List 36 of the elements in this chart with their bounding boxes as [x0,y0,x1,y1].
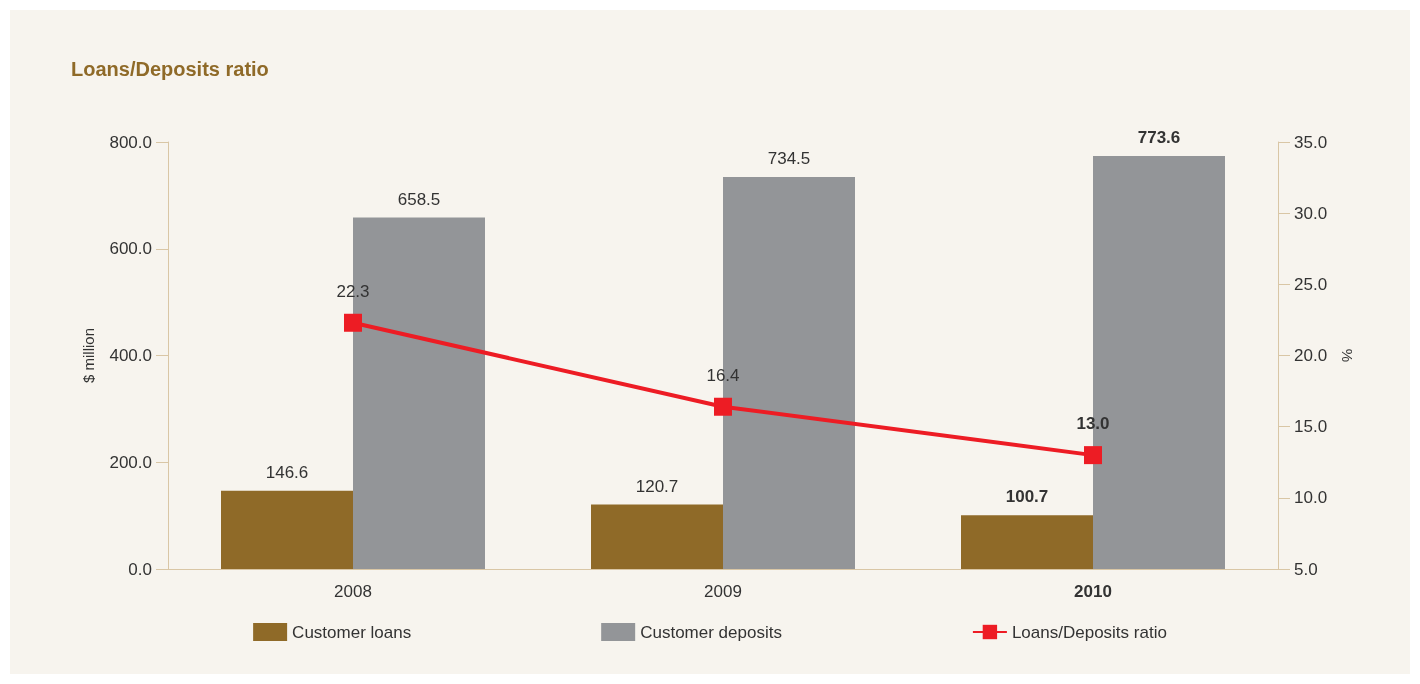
data-label: 100.7 [1005,487,1049,507]
y-tick-label: 600.0 [109,239,152,259]
y2-tick-label: 25.0 [1294,274,1328,294]
point [1084,446,1102,465]
legend-label: Customer loans [292,622,412,642]
y2-tick-label: 10.0 [1294,488,1328,508]
y2-axis-title: % [1339,348,1356,363]
data-label: 146.6 [265,462,309,482]
data-label: 658.5 [397,189,441,209]
x-tick-label: 2010 [1074,582,1112,601]
bar [591,504,723,569]
data-label: 120.7 [635,476,679,496]
y2-tick-label: 5.0 [1294,559,1318,579]
data-label: 16.4 [706,365,740,385]
data-label: 734.5 [767,148,811,168]
legend-label: Customer deposits [640,622,782,642]
data-label: 773.6 [1137,128,1181,148]
point [714,397,732,416]
data-label: 13.0 [1076,414,1110,434]
y-tick-label: 800.0 [109,132,152,152]
y-tick-label: 200.0 [109,452,152,472]
data-label: 22.3 [336,281,370,301]
bar [961,515,1093,569]
legend-label: Loans/Deposits ratio [1011,622,1167,642]
y2-tick-label: 20.0 [1294,346,1328,365]
y-tick-label: 0.0 [128,559,152,579]
point [344,313,362,332]
bar [221,490,353,569]
x-tick-label: 2009 [704,582,742,601]
chart-title: Loans/Deposits ratio [71,58,269,80]
y2-tick-label: 35.0 [1294,132,1328,152]
y-tick-label: 400.0 [109,346,152,365]
y-axis-title: $ million [80,327,97,384]
y2-tick-label: 30.0 [1294,203,1328,223]
x-tick-label: 2008 [334,582,372,601]
y2-tick-label: 15.0 [1294,417,1328,437]
